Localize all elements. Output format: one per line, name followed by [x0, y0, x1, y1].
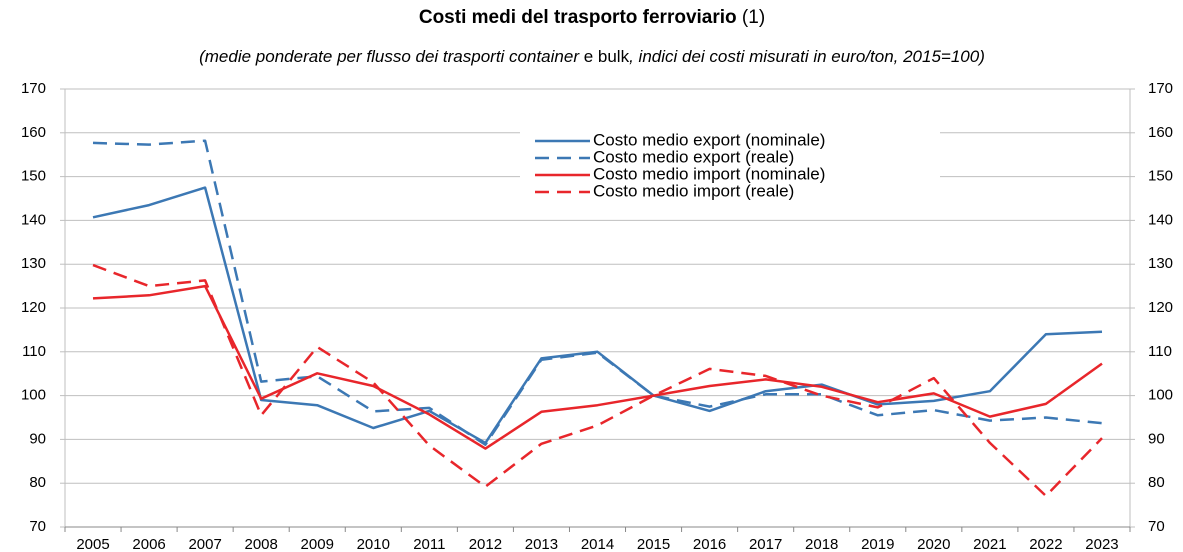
y2-tick-label: 120 — [1148, 299, 1173, 316]
x-tick-label: 2017 — [749, 536, 782, 552]
x-tick-label: 2006 — [132, 536, 165, 552]
x-tick-label: 2021 — [973, 536, 1006, 552]
y-tick-label: 90 — [29, 430, 46, 447]
series-line — [92, 139, 1103, 446]
x-tick-label: 2022 — [1029, 536, 1062, 552]
x-tick-label: 2019 — [861, 536, 894, 552]
y-tick-label: 110 — [22, 343, 46, 360]
y2-tick-label: 90 — [1148, 430, 1165, 447]
chart-subtitle: (medie ponderate per flusso dei trasport… — [199, 47, 985, 66]
y2-tick-label: 80 — [1148, 474, 1165, 491]
series-line — [92, 284, 1103, 450]
title-note: (1) — [742, 7, 765, 28]
y2-tick-label: 160 — [1148, 124, 1173, 141]
chart-title: Costi medi del trasporto ferroviario (1) — [419, 7, 765, 28]
y2-tick-label: 140 — [1148, 211, 1173, 228]
y2-tick-label: 70 — [1148, 518, 1165, 535]
x-tick-label: 2023 — [1085, 536, 1118, 552]
y-tick-label: 100 — [21, 387, 46, 404]
y2-tick-label: 130 — [1148, 255, 1173, 272]
y-tick-label: 80 — [29, 474, 46, 491]
x-tick-label: 2018 — [805, 536, 838, 552]
y-tick-label: 130 — [21, 255, 46, 272]
y-tick-label: 140 — [21, 211, 46, 228]
subtitle-part: e bulk — [579, 47, 630, 66]
y-tick-label: 120 — [21, 299, 46, 316]
series-line — [92, 263, 1103, 498]
subtitle-part: , indici dei costi misurati in euro/ton,… — [629, 47, 985, 66]
legend-label: Costo medio export (nominale) — [593, 130, 825, 149]
title-main: Costi medi del trasporto ferroviario — [419, 7, 737, 28]
x-tick-label: 2005 — [76, 536, 109, 552]
legend-label: Costo medio import (reale) — [593, 181, 794, 200]
y2-tick-label: 150 — [1148, 168, 1173, 185]
y-tick-label: 170 — [21, 80, 46, 97]
x-tick-label: 2014 — [581, 536, 614, 552]
x-tick-label: 2008 — [244, 536, 277, 552]
x-tick-label: 2016 — [693, 536, 726, 552]
subtitle-part: (medie ponderate per flusso dei trasport… — [199, 47, 580, 66]
x-tick-label: 2011 — [413, 536, 445, 552]
x-tick-label: 2012 — [469, 536, 502, 552]
x-tick-label: 2009 — [301, 536, 334, 552]
y2-tick-label: 100 — [1148, 387, 1173, 404]
y2-tick-label: 170 — [1148, 80, 1173, 97]
y-tick-label: 160 — [21, 124, 46, 141]
y-tick-label: 150 — [21, 168, 46, 185]
series-line — [92, 186, 1103, 445]
x-tick-label: 2013 — [525, 536, 558, 552]
x-tick-label: 2020 — [917, 536, 950, 552]
x-tick-label: 2015 — [637, 536, 670, 552]
y2-tick-label: 110 — [1148, 343, 1172, 360]
x-tick-label: 2010 — [357, 536, 390, 552]
legend-label: Costo medio export (reale) — [593, 147, 794, 166]
x-tick-label: 2007 — [188, 536, 221, 552]
legend-label: Costo medio import (nominale) — [593, 164, 825, 183]
y-tick-label: 70 — [29, 518, 46, 535]
